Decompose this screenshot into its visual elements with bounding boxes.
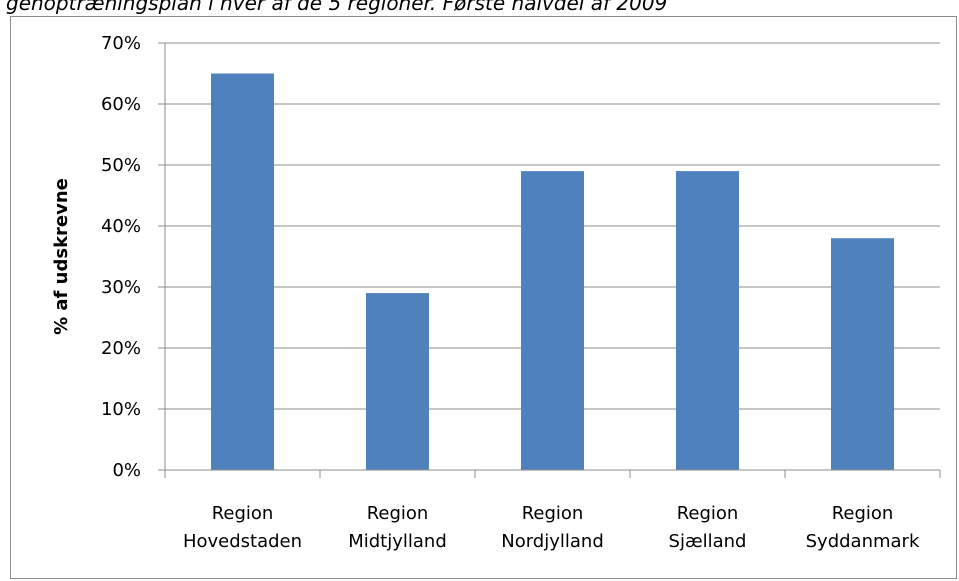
chart-caption: genoptræningsplan i hver af de 5 regione… bbox=[6, 0, 668, 15]
bar bbox=[366, 293, 429, 470]
x-category-label-line: Region bbox=[677, 503, 739, 524]
x-category-label-line: Nordjylland bbox=[501, 531, 604, 552]
x-category-label: Region Nordjylland bbox=[501, 503, 604, 552]
x-category-label-line: Midtjylland bbox=[348, 531, 447, 552]
x-category-label-line: Region bbox=[832, 503, 894, 524]
x-category-label-line: Sjælland bbox=[669, 531, 747, 552]
bar bbox=[676, 171, 739, 470]
x-category-label-line: Region bbox=[367, 503, 429, 524]
y-tick-label: 60% bbox=[101, 94, 141, 115]
y-axis-title: % af udskrevne bbox=[51, 178, 72, 335]
x-category-label: Region Sjælland bbox=[669, 503, 747, 552]
y-tick-label: 10% bbox=[101, 399, 141, 420]
axes bbox=[158, 42, 941, 478]
x-category-label-line: Hovedstaden bbox=[183, 531, 302, 552]
y-tick-label: 20% bbox=[101, 338, 141, 359]
x-category-label-line: Region bbox=[212, 503, 274, 524]
y-tick-labels: 0% 10% 20% 30% 40% 50% 60% 70% bbox=[101, 33, 141, 481]
bars bbox=[211, 73, 894, 470]
bar bbox=[521, 171, 584, 470]
x-category-label: Region Midtjylland bbox=[348, 503, 447, 552]
y-tick-label: 70% bbox=[101, 33, 141, 54]
bar bbox=[211, 73, 274, 470]
chart-frame bbox=[10, 16, 957, 579]
x-category-label-line: Syddanmark bbox=[806, 531, 920, 552]
x-category-label: Region Syddanmark bbox=[806, 503, 920, 552]
y-tick-label: 0% bbox=[112, 460, 141, 481]
x-category-label-line: Region bbox=[522, 503, 584, 524]
y-tick-label: 50% bbox=[101, 155, 141, 176]
y-tick-label: 40% bbox=[101, 216, 141, 237]
bar bbox=[831, 238, 894, 470]
y-tick-label: 30% bbox=[101, 277, 141, 298]
x-category-label: Region Hovedstaden bbox=[183, 503, 302, 552]
